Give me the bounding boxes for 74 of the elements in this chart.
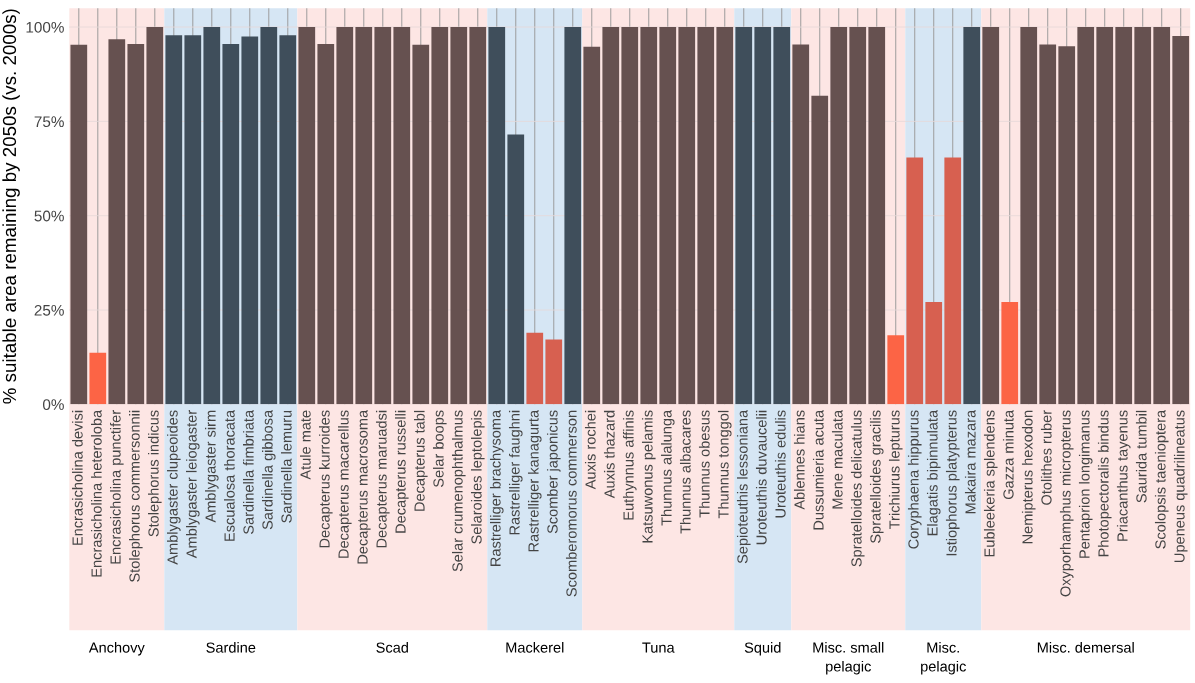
x-tick-label: Sardinella gibbosa — [262, 409, 276, 530]
y-tick-label: 100% — [26, 21, 64, 33]
x-tick-label: Nemipterus hexodon — [1021, 410, 1036, 544]
band-label: Mackerel — [506, 642, 564, 653]
x-tick-label: Gazza minuta — [1002, 409, 1014, 500]
x-tick-label: Thunnus alalunga — [660, 409, 675, 526]
x-tick-label: Dussumieria acuta — [812, 409, 824, 530]
x-tick-label: Makaira mazara — [964, 409, 976, 514]
band-label: Sardine — [206, 642, 256, 653]
x-tick-label: Sardinella fimbriata — [243, 409, 254, 535]
x-tick-label: Thunnus albacares — [679, 410, 691, 534]
band-label: Tuna — [642, 642, 675, 653]
x-tick-label: Escualosa thoracata — [224, 409, 235, 541]
x-tick-label: Decapterus kurroides — [318, 410, 333, 548]
x-tick-label: Selaroides leptolepis — [470, 410, 485, 544]
band-label: Squid — [744, 642, 781, 656]
x-tick-label: Auxis rochei — [584, 410, 596, 490]
x-tick-label: Istiophorus platypterus — [945, 410, 960, 556]
x-tick-label: Euthynnus affinis — [622, 410, 637, 520]
x-tick-label: Spratelloides gracilis — [869, 410, 884, 543]
x-tick-label: Eubleekeria splendens — [983, 410, 998, 557]
x-tick-label: Auxis thazard — [603, 410, 615, 499]
y-tick-label: 50% — [34, 210, 64, 222]
x-tick-label: Pentaprion longimanus — [1078, 410, 1093, 558]
x-tick-label: Otolithes ruber — [1040, 410, 1052, 505]
x-tick-label: Trichiurus lepturus — [888, 410, 903, 529]
x-tick-label: Atule mate — [299, 410, 311, 480]
band-label: Misc. demersal — [1037, 642, 1134, 653]
x-tick-label: Decapterus tabl — [413, 410, 428, 511]
x-tick-label: Selar crumenophthalmus — [451, 410, 466, 572]
band-label: Misc. small pelagic — [813, 642, 884, 675]
x-tick-label: Stolephorus indicus — [148, 410, 162, 537]
band-label: Anchovy — [88, 642, 145, 656]
x-tick-label: Thunnus obesus — [698, 410, 710, 518]
x-tick-label: Amblygaster clupeoides — [167, 410, 181, 565]
x-tick-label: Mene maculata — [831, 409, 843, 509]
x-tick-label: Rastrelliger faughni — [508, 410, 523, 535]
x-tick-label: Decapterus macarellus — [337, 410, 352, 558]
y-tick-label: 75% — [34, 116, 64, 128]
x-tick-label: Upeneus quadrilineatus — [1173, 410, 1188, 562]
x-tick-label: Oxyporhamphus micropterus — [1059, 410, 1074, 597]
x-tick-label: Decapterus russelli — [394, 410, 409, 533]
x-tick-label: Rastrelliger brachysoma — [489, 409, 504, 566]
x-tick-label: Uroteuthis edulis — [774, 410, 786, 518]
x-tick-label: Uroteuthis duvaucelii — [755, 410, 767, 545]
x-tick-label: Photopectoralis bindus — [1097, 410, 1112, 557]
x-tick-label: Scolopsis taeniopterа — [1154, 409, 1169, 549]
x-tick-label: Sepioteuthis lessoniana — [736, 409, 751, 564]
x-tick-label: Ablennes hians — [793, 410, 805, 510]
x-tick-label: Amblygaster leiogaster — [186, 410, 200, 559]
x-tick-label: Decapterus maruadsi — [375, 410, 390, 548]
band-label: Scad — [376, 642, 408, 653]
x-tick-label: Coryphaena hippurus — [907, 410, 922, 549]
y-tick-label: 25% — [34, 304, 64, 316]
x-tick-label: Amblygaster sirm — [205, 410, 219, 523]
x-tick-label: Rastrelliger kanagurta — [527, 409, 542, 552]
x-tick-label: Stolephorus commersonnii — [129, 410, 143, 582]
x-tick-label: Scomber japonicus — [546, 410, 561, 534]
x-tick-label: Sardinella lemuru — [281, 410, 292, 523]
x-tick-label: Selar boops — [432, 410, 447, 488]
x-tick-label: Encrasicholina devisi — [72, 410, 83, 545]
x-tick-label: Encrasicholina punctifer — [110, 410, 124, 564]
x-tick-label: Decapterus macrosoma — [357, 409, 371, 564]
y-tick-label: 0% — [42, 399, 64, 411]
x-tick-label: Thunnus tonggol — [717, 410, 732, 519]
x-tick-label: Encrasicholina heteroloba — [91, 409, 102, 577]
x-tick-label: Priacanthus tayenus — [1116, 410, 1131, 541]
x-tick-label: Spratelloides delicatulus — [850, 410, 865, 567]
y-axis-title: % suitable area remaining by 2050s (vs. 2000s) — [2, 9, 20, 404]
x-tick-label: Elagatis bipinnulata — [926, 409, 941, 536]
band-label: Misc. pelagic — [921, 642, 966, 675]
x-tick-label: Saurida tumbil — [1135, 410, 1147, 503]
x-tick-label: Scomberomorus commerson — [565, 410, 577, 597]
x-tick-label: Katsuwonus pelamis — [641, 410, 656, 543]
